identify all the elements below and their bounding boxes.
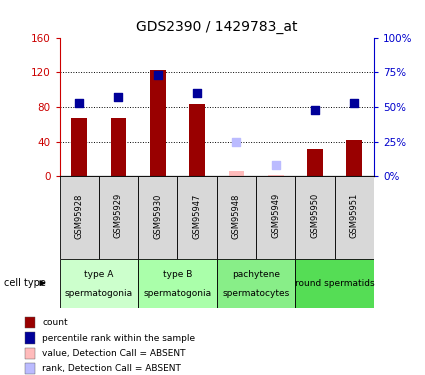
Text: cell type: cell type [4, 278, 46, 288]
Bar [25, 317, 34, 328]
Title: GDS2390 / 1429783_at: GDS2390 / 1429783_at [136, 20, 298, 34]
Text: pachytene: pachytene [232, 270, 280, 279]
Bar [307, 148, 323, 176]
Text: spermatogonia: spermatogonia [65, 290, 133, 298]
Bar [71, 118, 87, 176]
Bar [229, 171, 244, 176]
Bar [110, 118, 126, 176]
Bar [25, 348, 34, 359]
Bar [60, 259, 138, 308]
Text: GSM95928: GSM95928 [75, 193, 84, 238]
Text: rank, Detection Call = ABSENT: rank, Detection Call = ABSENT [42, 364, 181, 373]
Bar [295, 259, 374, 308]
Text: round spermatids: round spermatids [295, 279, 374, 288]
Text: GSM95929: GSM95929 [114, 193, 123, 238]
Text: GSM95951: GSM95951 [350, 193, 359, 238]
Point [76, 100, 82, 106]
Point [115, 94, 122, 100]
Text: type A: type A [84, 270, 113, 279]
Text: spermatocytes: spermatocytes [222, 290, 290, 298]
Text: value, Detection Call = ABSENT: value, Detection Call = ABSENT [42, 349, 186, 358]
Point [194, 90, 201, 96]
Text: GSM95950: GSM95950 [311, 193, 320, 238]
Bar [60, 176, 99, 259]
Bar [99, 176, 138, 259]
Point [233, 139, 240, 145]
Bar [217, 176, 256, 259]
Bar [138, 176, 178, 259]
Point [154, 72, 161, 78]
Point [351, 100, 358, 106]
Bar [138, 259, 217, 308]
Bar [346, 140, 362, 176]
Point [272, 162, 279, 168]
Bar [25, 363, 34, 374]
Bar [178, 176, 217, 259]
Bar [217, 259, 295, 308]
Text: GSM95947: GSM95947 [193, 193, 201, 238]
Bar [268, 174, 283, 176]
Text: spermatogonia: spermatogonia [143, 290, 212, 298]
Bar [335, 176, 374, 259]
Bar [295, 176, 335, 259]
Bar [25, 332, 34, 344]
Text: GSM95948: GSM95948 [232, 193, 241, 238]
Bar [256, 176, 295, 259]
Text: count: count [42, 318, 68, 327]
Bar [189, 104, 205, 176]
Text: percentile rank within the sample: percentile rank within the sample [42, 333, 196, 342]
Text: GSM95930: GSM95930 [153, 193, 162, 238]
Point [312, 106, 318, 112]
Text: type B: type B [163, 270, 192, 279]
Bar [150, 70, 166, 176]
Text: GSM95949: GSM95949 [271, 193, 280, 238]
